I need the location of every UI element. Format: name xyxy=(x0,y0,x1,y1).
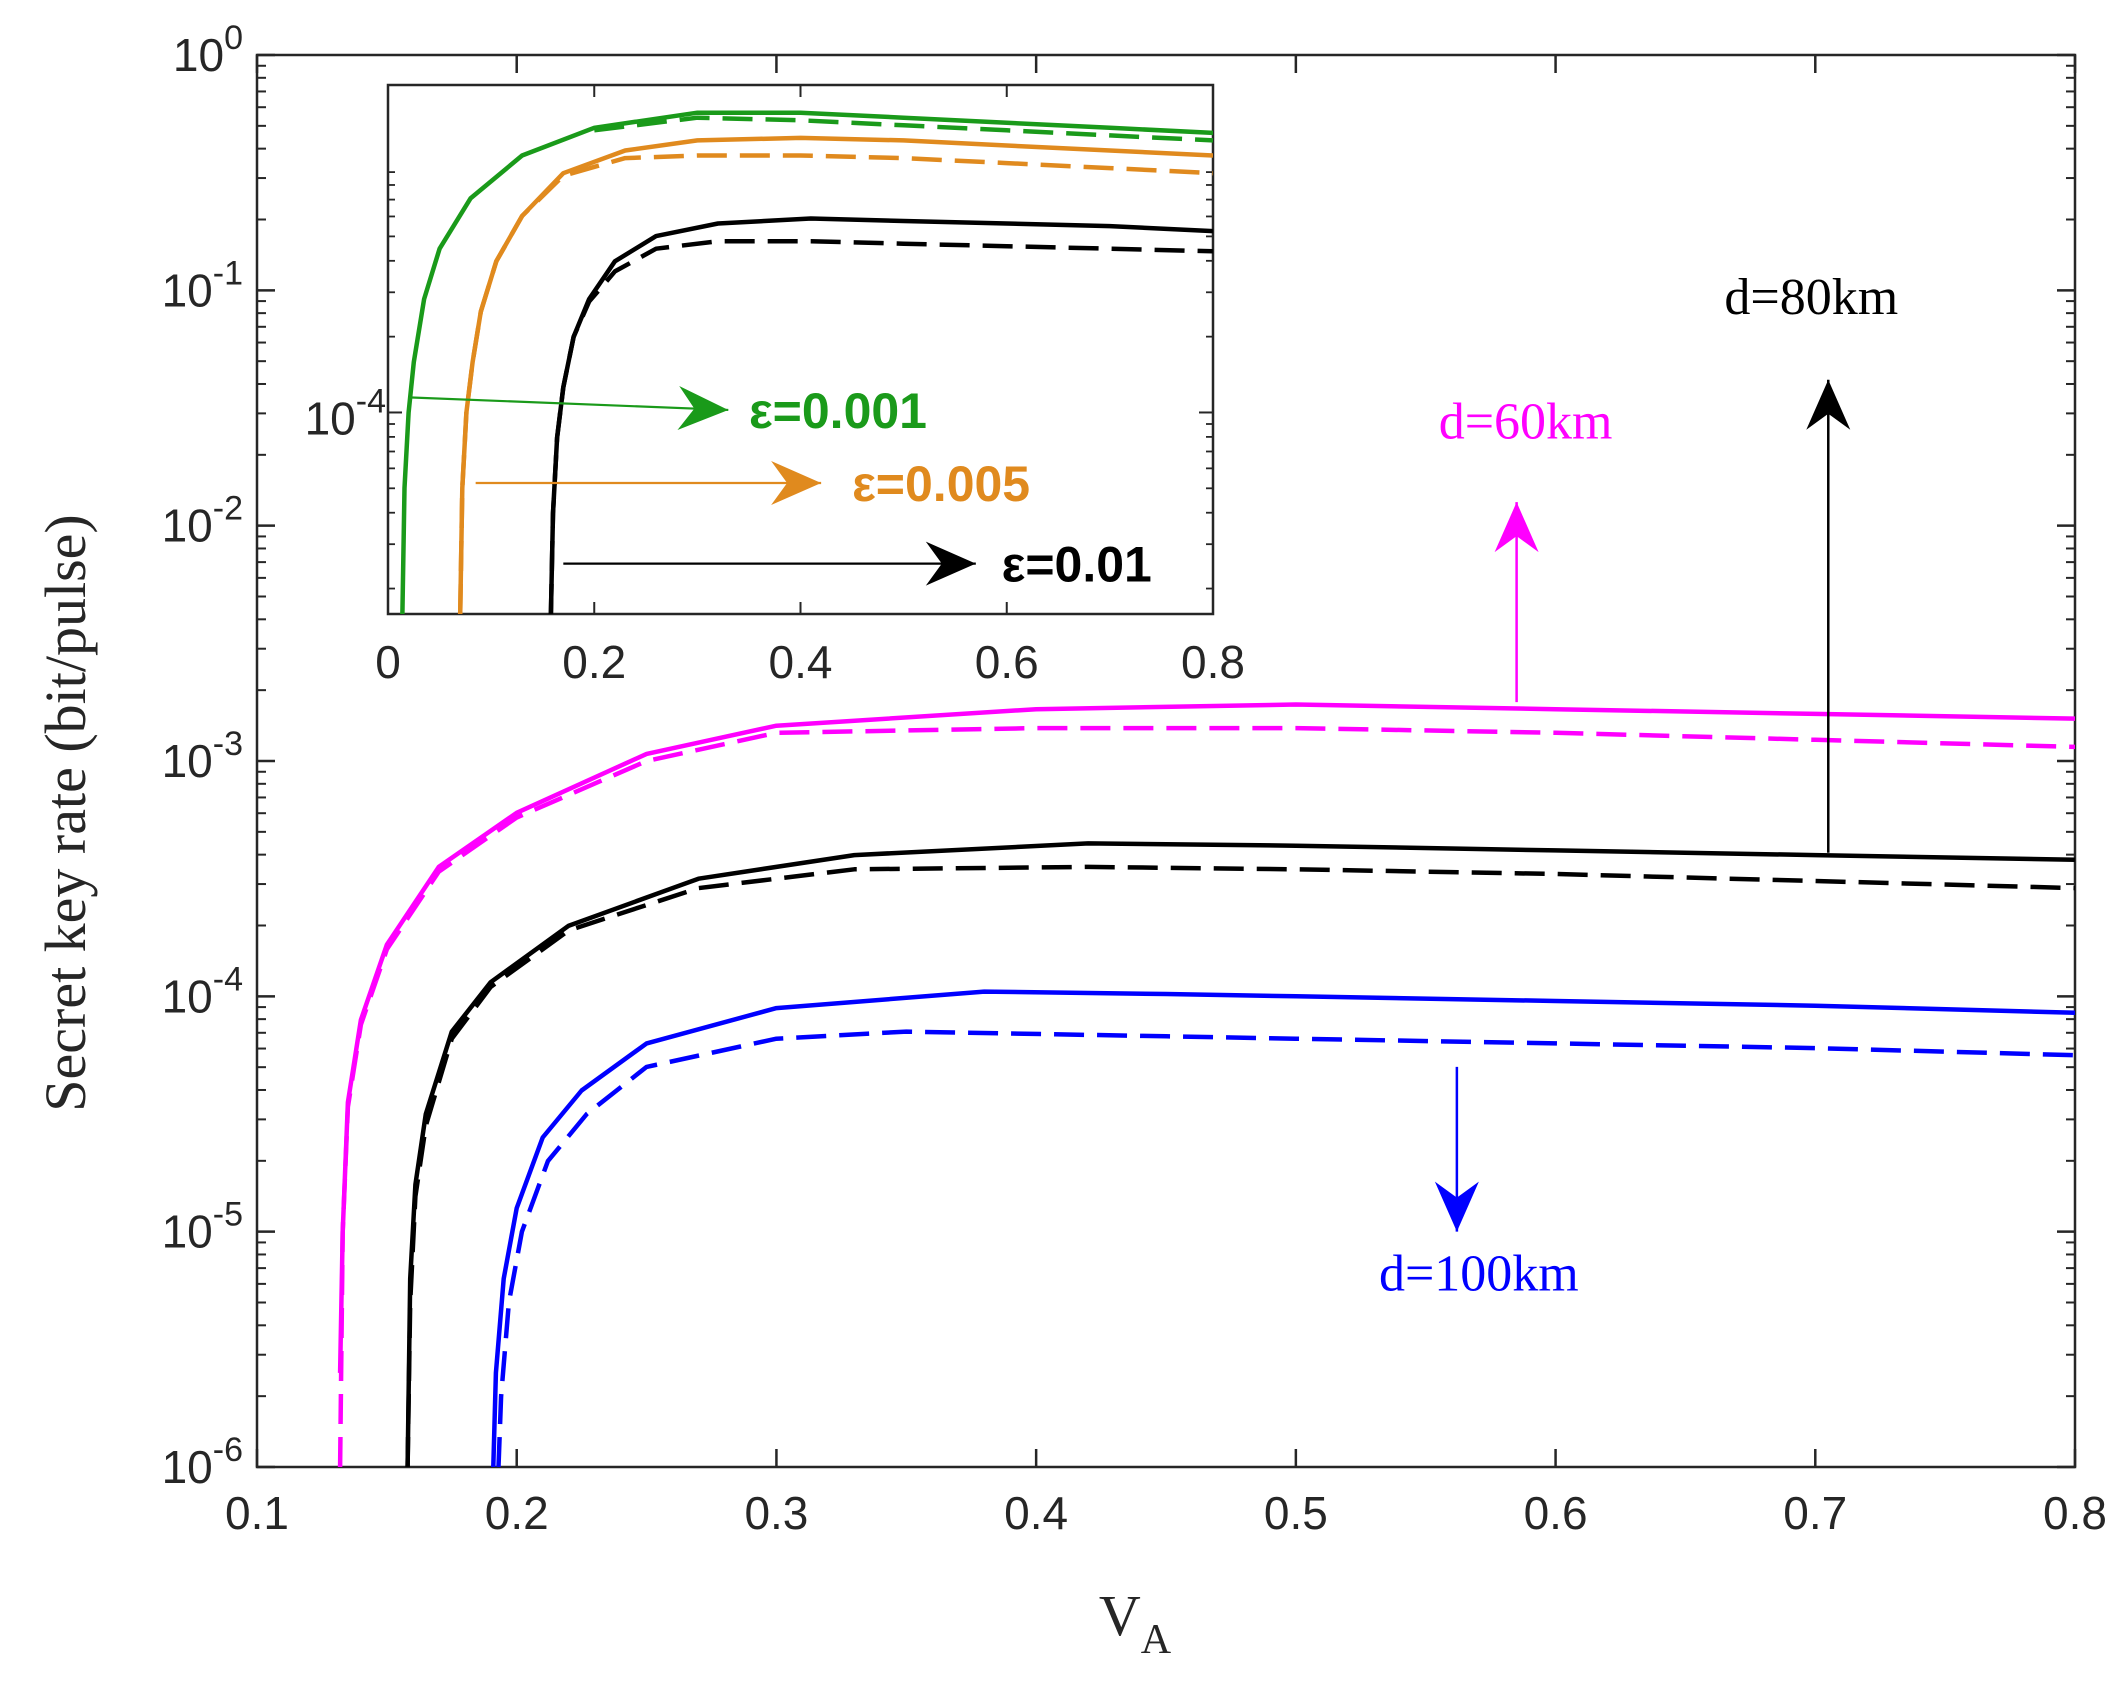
inset-series-group xyxy=(400,110,1213,614)
x-tick-label: 0.8 xyxy=(2043,1487,2107,1539)
inset-series-line xyxy=(457,153,1213,614)
annotation-arrow-head xyxy=(1494,502,1539,553)
epsilon-label: ε=0.01 xyxy=(1002,537,1152,593)
series-line xyxy=(405,841,2076,1468)
epsilon-arrow xyxy=(408,396,729,412)
series-line xyxy=(337,725,2076,1468)
inset-axes-box xyxy=(386,83,1215,616)
y-tick-label: 10-6 xyxy=(162,1431,243,1493)
series-line xyxy=(491,989,2076,1468)
x-axis-label: VA xyxy=(1099,1583,1172,1663)
inset-series-line xyxy=(548,238,1213,614)
annotation-arrow-head xyxy=(1434,1181,1479,1232)
inset-y-tick-label: 10-4 xyxy=(305,382,386,444)
series-line xyxy=(405,864,2076,1468)
x-tick-label: 0.4 xyxy=(1004,1487,1068,1539)
distance-annotation: d=60km xyxy=(1439,394,1613,451)
epsilon-arrow-head xyxy=(771,461,822,506)
annotation-arrow-head xyxy=(1806,379,1851,430)
x-tick-label: 0.5 xyxy=(1264,1487,1328,1539)
distance-annotation: d=80km xyxy=(1724,269,1898,326)
y-tick-label: 100 xyxy=(173,19,243,81)
inset-series-line xyxy=(400,110,1213,614)
y-tick-label: 10-4 xyxy=(162,960,243,1022)
x-tick-label: 0.3 xyxy=(744,1487,808,1539)
inset-plot-area: 0 0.2 0.4 0.6 0.8 10-4 ε=0.001 ε=0.005 ε=0.01 xyxy=(305,83,1245,688)
inset-x-tick-label: 0.4 xyxy=(769,636,833,688)
y-axis-label: Secret key rate (bit/pulse) xyxy=(33,514,98,1111)
inset-x-tick-label: 0.6 xyxy=(975,636,1039,688)
y-tick-label: 10-5 xyxy=(162,1196,243,1258)
epsilon-arrow-head xyxy=(925,541,976,586)
x-tick-label: 0.2 xyxy=(485,1487,549,1539)
distance-annotation: d=100km xyxy=(1379,1246,1579,1303)
x-tick-label: 0.6 xyxy=(1524,1487,1588,1539)
inset-x-tick-label: 0.8 xyxy=(1181,636,1245,688)
y-tick-label: 10-2 xyxy=(162,490,243,552)
x-tick-label: 0.7 xyxy=(1783,1487,1847,1539)
y-tick-label: 10-3 xyxy=(162,725,243,787)
epsilon-label: ε=0.001 xyxy=(749,383,927,439)
epsilon-arrow-head xyxy=(677,386,729,430)
y-tick-label: 10-1 xyxy=(162,254,243,316)
epsilon-label: ε=0.005 xyxy=(852,456,1030,512)
series-line xyxy=(337,702,2076,1373)
x-tick-label: 0.1 xyxy=(225,1487,289,1539)
series-line xyxy=(496,1029,2076,1468)
inset-x-tick-label: 0.2 xyxy=(562,636,626,688)
inset-x-tick-label: 0 xyxy=(375,636,401,688)
inset-series-line xyxy=(594,115,1213,143)
